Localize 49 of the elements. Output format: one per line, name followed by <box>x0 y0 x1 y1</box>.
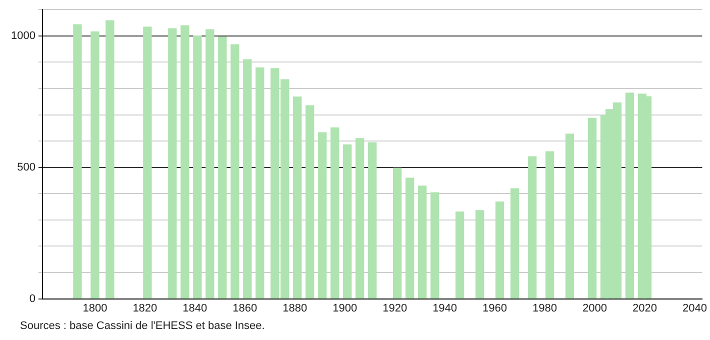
x-tick-label: 1900 <box>332 302 358 314</box>
bar <box>356 138 364 299</box>
bar <box>193 36 202 299</box>
bar <box>588 118 597 299</box>
bar <box>475 210 484 299</box>
bar <box>293 96 302 299</box>
bar <box>318 132 327 299</box>
x-tick-label: 1920 <box>382 302 408 314</box>
bar <box>495 201 504 299</box>
bar <box>256 67 264 299</box>
bar <box>418 186 427 299</box>
bar <box>343 144 352 299</box>
bar <box>306 105 314 299</box>
x-tick-label: 1840 <box>182 302 208 314</box>
x-tick-label: 1800 <box>82 302 108 314</box>
bar <box>330 127 340 299</box>
bar <box>218 36 227 299</box>
x-tick-label: 2040 <box>682 302 707 314</box>
y-tick-label: 1000 <box>10 30 36 42</box>
y-tick-label: 500 <box>17 161 36 174</box>
bar <box>73 24 82 299</box>
source-note: Sources : base Cassini de l'EHESS et base Insee. <box>20 320 265 332</box>
bar <box>230 44 240 299</box>
x-tick-label: 1860 <box>232 302 258 314</box>
bar <box>545 151 554 299</box>
bar <box>243 59 252 299</box>
bar <box>106 20 114 299</box>
x-tick-label: 1940 <box>432 302 458 314</box>
bar <box>90 31 100 299</box>
y-tick-label: 0 <box>29 292 36 305</box>
bar <box>143 26 152 299</box>
bar <box>206 29 214 299</box>
bar <box>430 192 440 299</box>
bar <box>368 142 377 299</box>
bar <box>528 156 537 299</box>
x-tick-label: 1820 <box>132 302 158 314</box>
bar <box>455 211 464 299</box>
x-tick-label: 1980 <box>532 302 557 314</box>
x-tick-label: 2000 <box>582 302 607 314</box>
bar <box>168 28 177 299</box>
bar <box>392 168 402 299</box>
bar <box>625 92 634 299</box>
x-tick-label: 1880 <box>282 302 308 314</box>
bar <box>565 134 574 299</box>
bar <box>180 25 190 299</box>
bar <box>405 178 414 299</box>
bar <box>510 188 520 299</box>
x-tick-label: 1960 <box>482 302 508 314</box>
x-tick-label: 2020 <box>632 302 657 314</box>
